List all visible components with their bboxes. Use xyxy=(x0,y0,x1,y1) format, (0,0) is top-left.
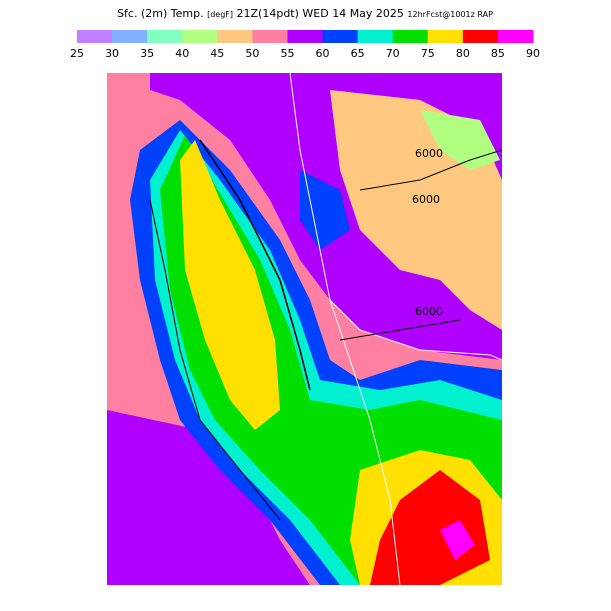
colorbar-tick-label: 50 xyxy=(245,47,259,60)
colorbar-tick-label: 40 xyxy=(175,47,189,60)
colorbar-tick-label: 90 xyxy=(526,47,540,60)
colorbar: 25 30 35 40 45 50 55 60 65 70 75 80 85 90 xyxy=(70,30,540,60)
colorbar-tick-label: 85 xyxy=(491,47,505,60)
colorbar-segment xyxy=(427,30,464,43)
region-lightgreen xyxy=(420,110,500,170)
colorbar-segment xyxy=(147,30,183,43)
contour xyxy=(149,199,281,521)
contour-label: 6000 xyxy=(415,147,443,160)
colorbar-segment xyxy=(497,30,534,43)
colorbar-segment xyxy=(77,30,113,43)
valid-time: 21Z(14pdt) WED 14 May 2025 xyxy=(237,7,404,20)
colorbar-tick-label: 70 xyxy=(386,47,400,60)
colorbar-tick-label: 75 xyxy=(421,47,435,60)
colorbar-tick-label: 55 xyxy=(280,47,294,60)
colorbar-segment xyxy=(252,30,288,43)
colorbar-segment xyxy=(357,30,394,43)
title: Sfc. (2m) Temp. xyxy=(117,7,204,20)
map: 6000 6000 6000 xyxy=(107,72,503,586)
colorbar-tick-label: 30 xyxy=(105,47,119,60)
desert-magenta xyxy=(440,520,475,560)
contour-label: 6000 xyxy=(412,193,440,206)
contour xyxy=(199,139,311,391)
colorbar-segment xyxy=(112,30,148,43)
colorbar-tick-label: 35 xyxy=(140,47,154,60)
contour-label: 6000 xyxy=(415,305,443,318)
colorbar-segment xyxy=(182,30,218,43)
forecast: 12hrFcst@1001z RAP xyxy=(407,10,493,19)
colorbar-segment xyxy=(392,30,429,43)
colorbar-segment xyxy=(462,30,499,43)
colorbar-tick-label: 25 xyxy=(70,47,84,60)
ocean-purple xyxy=(107,410,310,585)
state-border xyxy=(289,72,503,361)
contour xyxy=(359,149,503,191)
colorbar-segment xyxy=(322,30,359,43)
colorbar-tick-label: 80 xyxy=(456,47,470,60)
units: [degF] xyxy=(207,10,233,19)
colorbar-tick-label: 60 xyxy=(316,47,330,60)
region-blue xyxy=(300,170,350,250)
central-valley-yellow xyxy=(180,140,280,430)
colorbar-segment xyxy=(287,30,324,43)
colorbar-tick-label: 45 xyxy=(210,47,224,60)
state-border xyxy=(329,299,401,586)
colorbar-segment xyxy=(217,30,253,43)
title-line: Sfc. (2m) Temp. [degF] 21Z(14pdt) WED 14… xyxy=(117,7,493,20)
contour xyxy=(339,319,461,341)
colorbar-tick-label: 65 xyxy=(351,47,365,60)
